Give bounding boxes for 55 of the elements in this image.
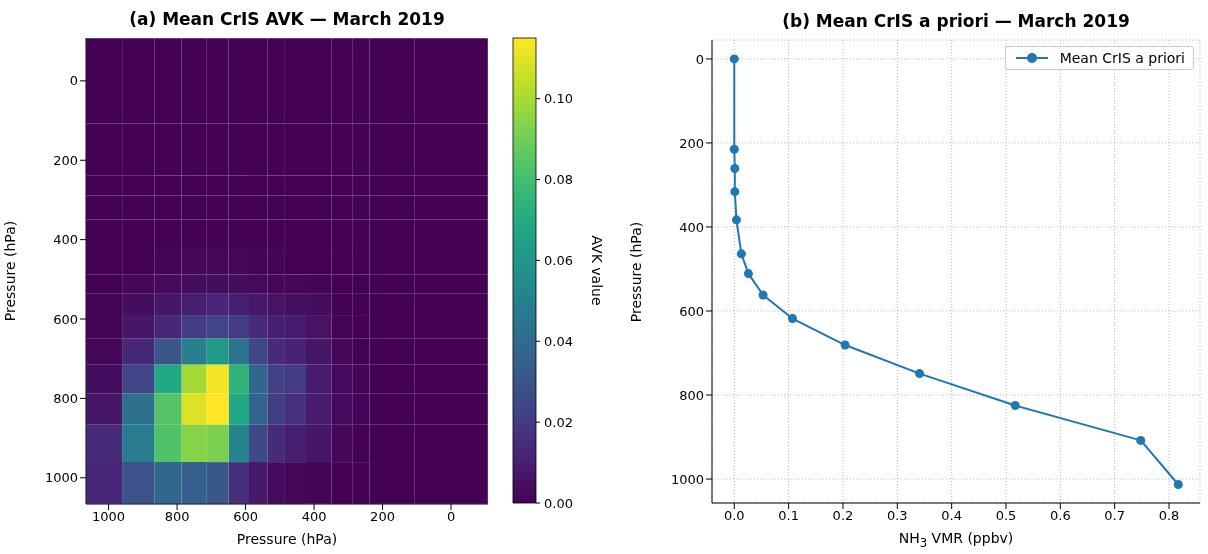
chart-title: (a) Mean CrIS AVK — March 2019 [128, 9, 446, 29]
x-tick-label: 0.6 [1049, 508, 1071, 524]
color-bar-label: 0.08 [544, 172, 573, 188]
point [758, 290, 768, 300]
x-tick-label: 600 [233, 509, 258, 525]
x-tick-label: 0.7 [1104, 508, 1126, 524]
point [729, 54, 739, 64]
x-tick-label: 1000 [92, 509, 126, 525]
y-tick-label: 400 [53, 232, 78, 248]
y-tick-label: 1000 [670, 471, 704, 487]
point [1173, 480, 1183, 490]
y-tick-label: 600 [679, 303, 704, 319]
point [840, 340, 850, 350]
point [787, 314, 797, 324]
x-tick-label: 0.2 [832, 508, 854, 524]
x-tick-label: 0.0 [723, 508, 745, 524]
color-bar-label: 0.04 [544, 333, 573, 349]
y-tick-label: 800 [679, 387, 704, 403]
color-bar-label: 0.10 [544, 91, 573, 107]
x-tick-label: 0.4 [941, 508, 962, 524]
x-axis-title: NH$_{3}$ VMR (ppbv) [897, 530, 1015, 550]
legend-label: Mean CrIS a priori [1059, 50, 1185, 66]
y-tick-label: 400 [679, 219, 704, 235]
point [731, 215, 741, 225]
y-tick-label: 200 [679, 135, 704, 151]
y-tick-label: 600 [53, 311, 78, 327]
y-tick-label: 0 [69, 73, 78, 89]
x-tick-label: 800 [164, 509, 190, 525]
point [915, 369, 925, 379]
y-tick-label: 0 [695, 51, 704, 67]
point [1136, 435, 1146, 445]
y-tick-label: 200 [53, 152, 78, 168]
point [730, 187, 740, 197]
color-bar-label: 0.02 [544, 414, 573, 430]
color-bar-label: 0.00 [544, 495, 573, 511]
chart-title: (b) Mean CrIS a priori — March 2019 [781, 11, 1131, 31]
x-tick-label: 0 [446, 509, 456, 525]
y-tick-label: 800 [53, 391, 78, 407]
x-tick-label: 200 [370, 509, 395, 525]
point [736, 249, 746, 259]
x-tick-label: 400 [301, 509, 327, 525]
color-bar-title: AVK value [589, 235, 605, 306]
x-axis-title: Pressure (hPa) [235, 531, 339, 547]
point [1010, 401, 1020, 411]
x-tick-label: 0.5 [995, 508, 1017, 524]
x-tick-label: 0.3 [886, 508, 908, 524]
x-tick-label: 0.1 [778, 508, 799, 524]
point [743, 269, 753, 279]
y-tick-label: 1000 [44, 470, 78, 486]
y-axis-title: Pressure (hPa) [1, 220, 19, 322]
x-tick-label: 0.8 [1158, 508, 1180, 524]
point [730, 164, 740, 174]
point [729, 144, 739, 154]
y-axis-title: Pressure (hPa) [627, 221, 645, 322]
color-bar-label: 0.06 [544, 252, 573, 268]
